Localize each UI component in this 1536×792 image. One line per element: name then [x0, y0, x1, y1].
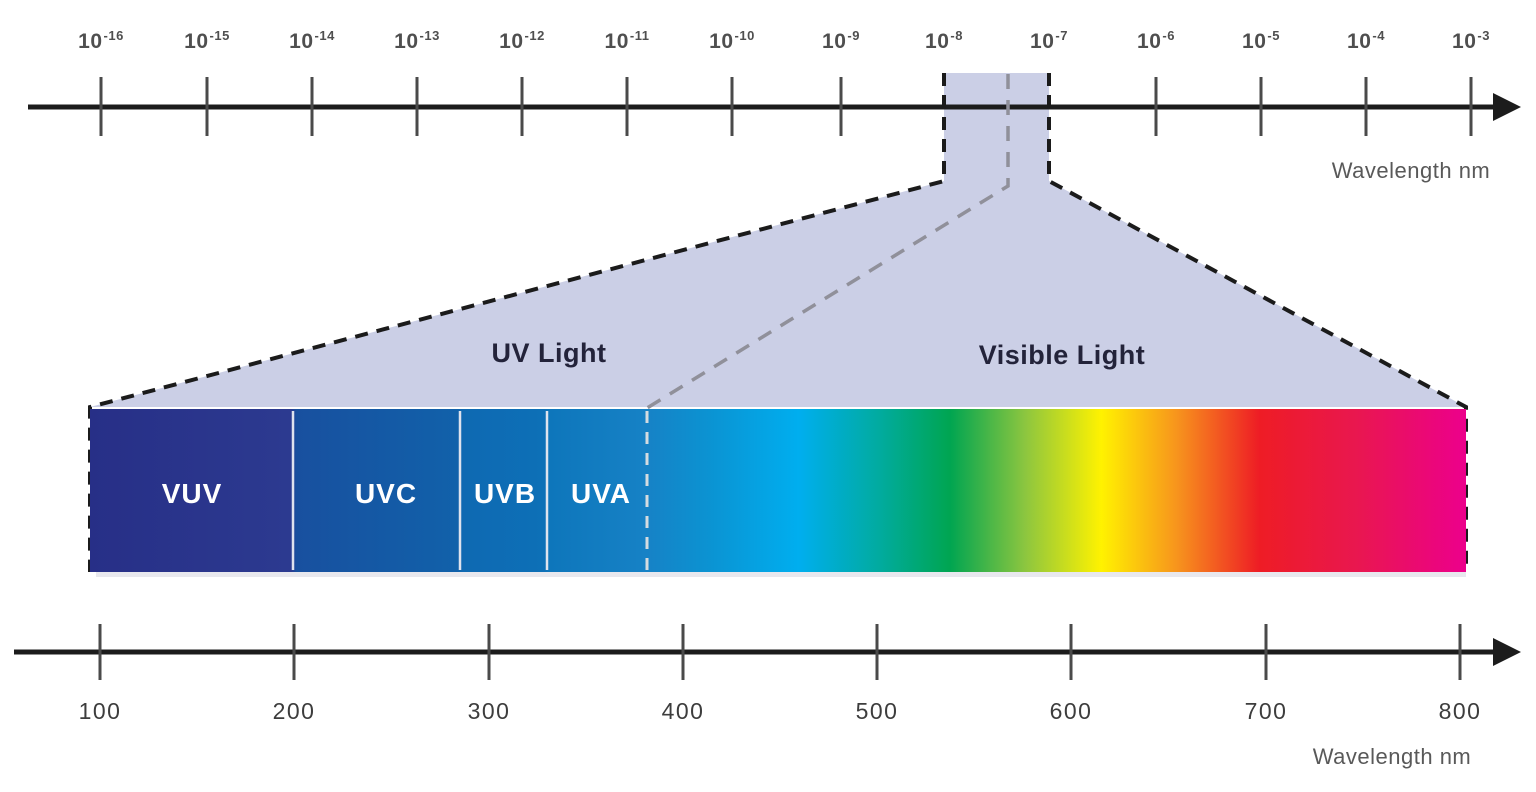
- top-tick-label: 10-3: [1452, 28, 1490, 53]
- magnifier-beam: [90, 73, 1466, 407]
- top-tick-label: 10-13: [394, 28, 440, 53]
- spectrum-bar: [90, 409, 1466, 572]
- band-label-uvc: UVC: [354, 478, 418, 509]
- bottom-axis-ticks: [98, 624, 1462, 680]
- bottom-tick-label: 100: [78, 698, 122, 724]
- top-axis-arrowhead: [1493, 93, 1521, 121]
- top-axis-ticks: [99, 77, 1473, 136]
- top-tick-label: 10-5: [1242, 28, 1280, 53]
- uv-light-label: UV Light: [491, 338, 607, 368]
- band-label-vuv: VUV: [161, 478, 223, 509]
- top-tick-label: 10-7: [1030, 28, 1068, 53]
- top-tick-label: 10-16: [78, 28, 124, 53]
- top-tick-label: 10-10: [709, 28, 755, 53]
- top-tick-label: 10-14: [289, 28, 335, 53]
- bar-shadow: [96, 572, 1466, 577]
- bottom-tick-label: 500: [855, 698, 899, 724]
- bottom-tick-label: 400: [661, 698, 705, 724]
- bottom-axis-arrowhead: [1493, 638, 1521, 666]
- bottom-axis-caption: Wavelength nm: [1312, 744, 1472, 769]
- bottom-tick-label: 700: [1244, 698, 1288, 724]
- top-axis-caption: Wavelength nm: [1331, 158, 1491, 183]
- uv-visible-divider-dashed-gray: [646, 74, 1010, 410]
- bottom-tick-label: 600: [1049, 698, 1093, 724]
- top-tick-label: 10-9: [822, 28, 860, 53]
- visible-light-label: Visible Light: [978, 340, 1146, 370]
- band-label-uvb: UVB: [473, 478, 537, 509]
- bottom-tick-label: 800: [1438, 698, 1482, 724]
- top-tick-label: 10-12: [499, 28, 545, 53]
- beam-left-dashed-border: [88, 73, 946, 572]
- band-label-uva: UVA: [570, 478, 632, 509]
- top-tick-label: 10-8: [925, 28, 963, 53]
- top-tick-label: 10-11: [604, 28, 650, 53]
- bottom-tick-label: 300: [467, 698, 511, 724]
- top-tick-label: 10-4: [1347, 28, 1385, 53]
- bottom-tick-label: 200: [272, 698, 316, 724]
- top-tick-label: 10-15: [184, 28, 230, 53]
- top-tick-label: 10-6: [1137, 28, 1175, 53]
